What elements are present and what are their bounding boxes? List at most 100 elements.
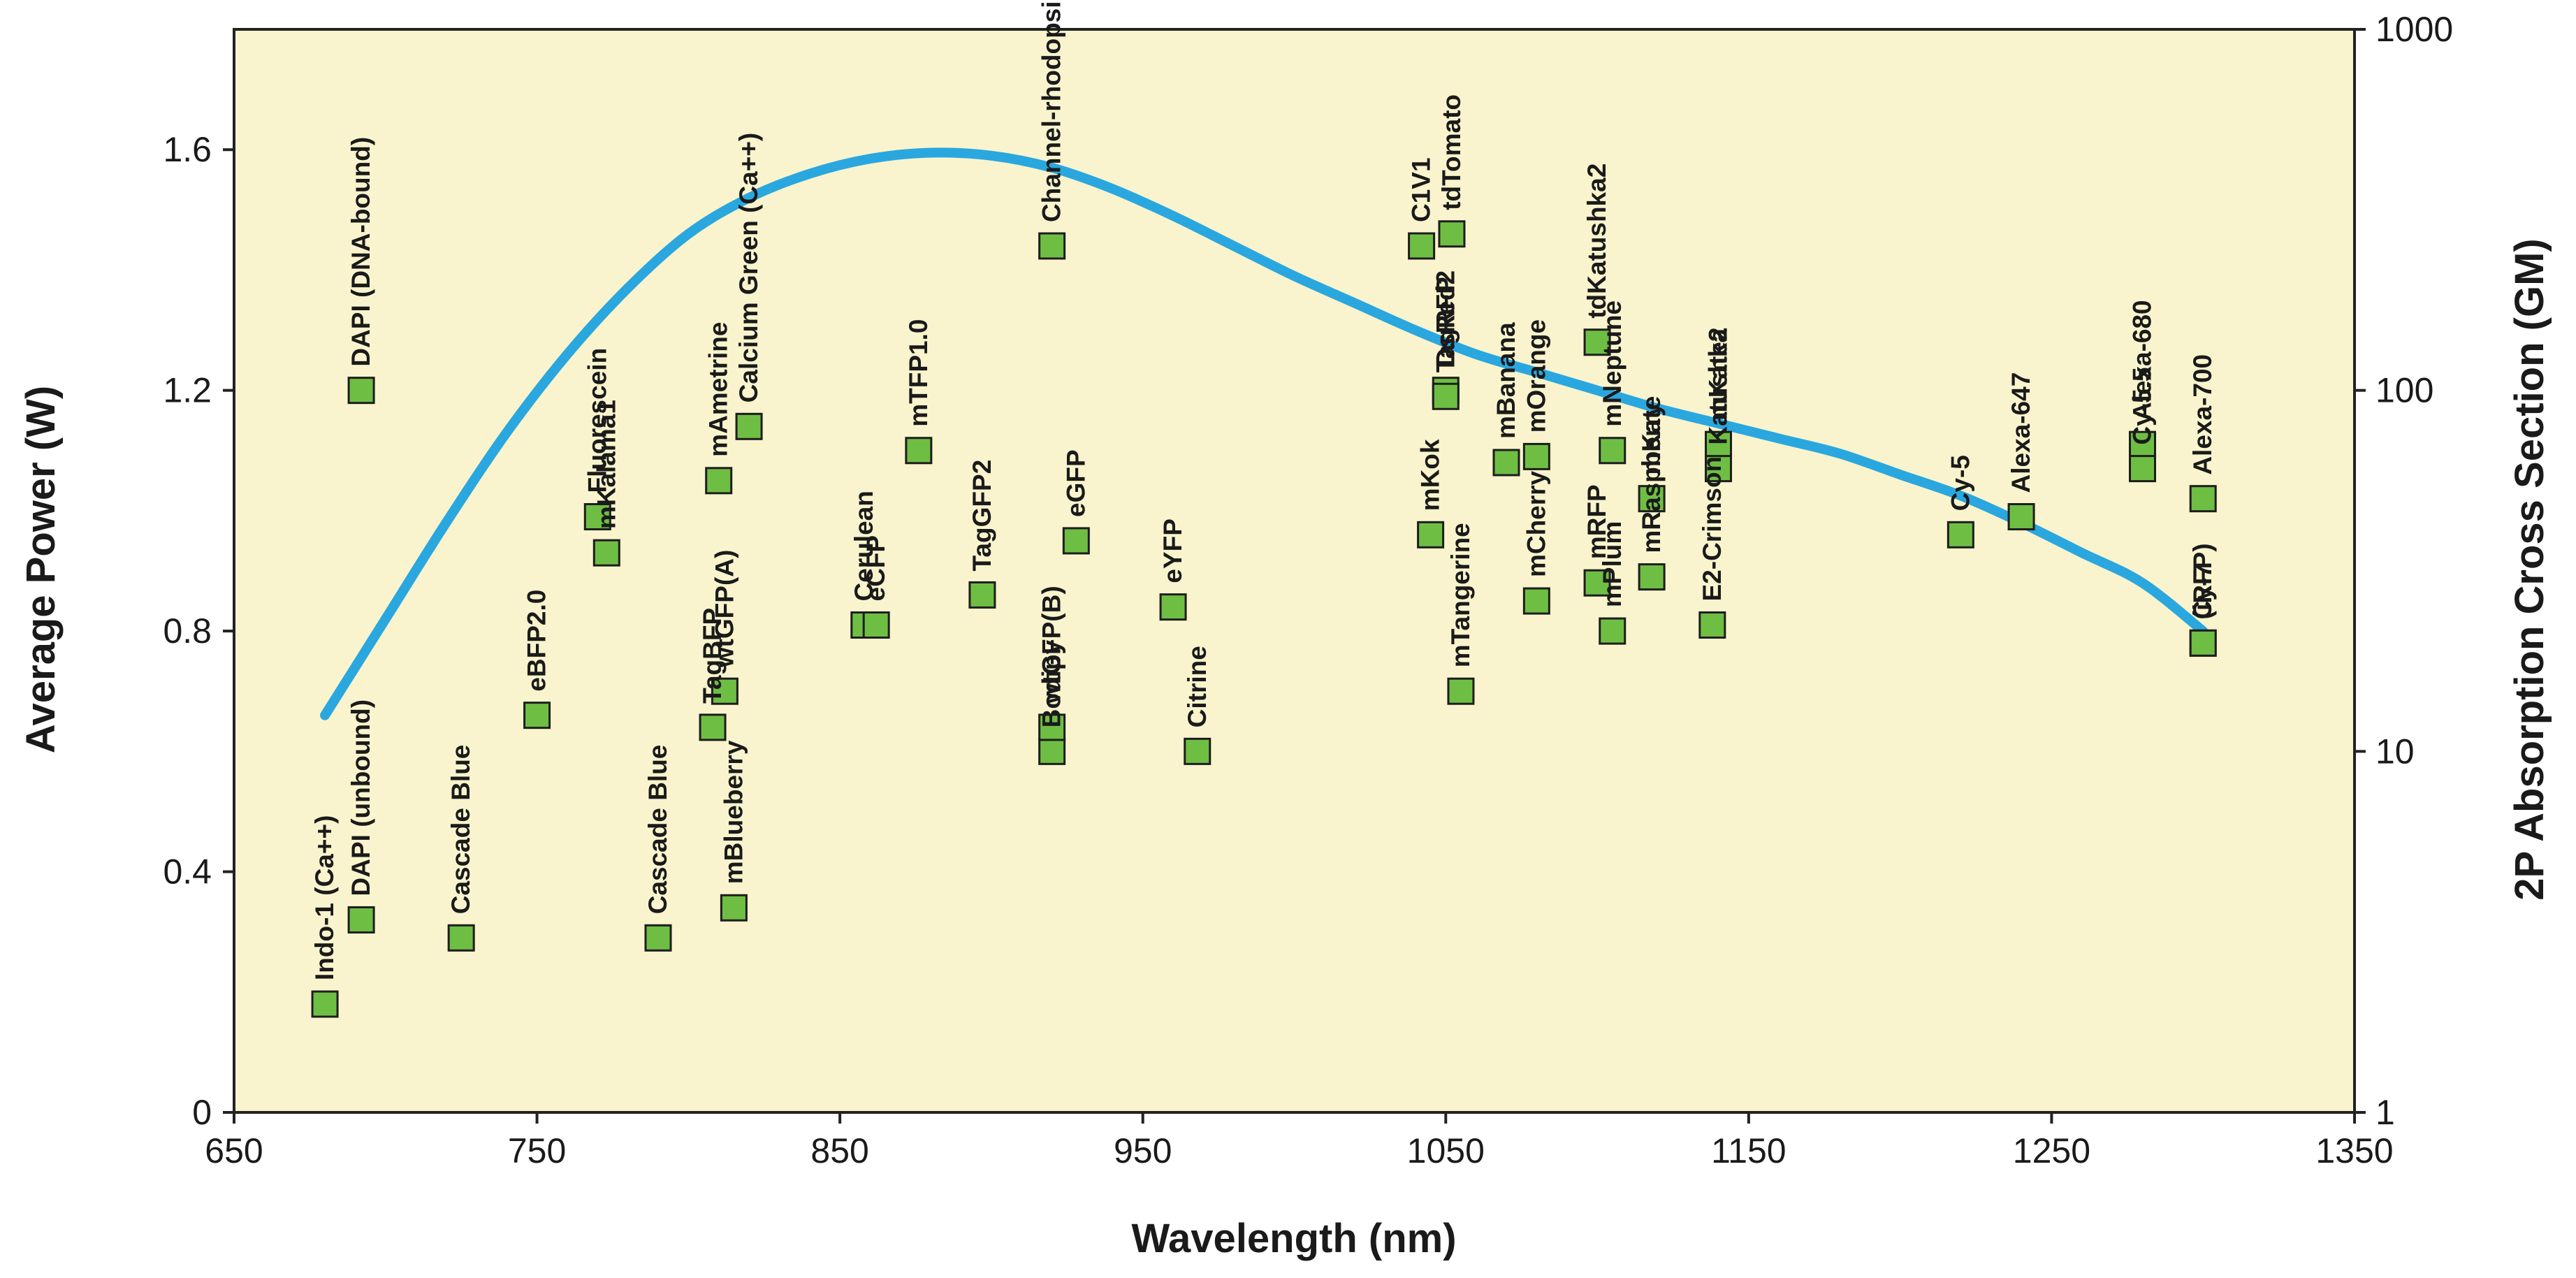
- data-label: Cy-5.5: [2128, 368, 2157, 445]
- data-label: DAPI (unbound): [347, 699, 375, 896]
- data-point: [1522, 442, 1550, 470]
- data-label: mBanana: [1492, 322, 1520, 439]
- data-label: mRaspberry: [1637, 402, 1666, 553]
- x-tick-label: 650: [205, 1131, 263, 1170]
- data-label: Bodipy: [1038, 640, 1066, 728]
- y-right-tick-label: 1: [2375, 1093, 2395, 1132]
- data-point: [1038, 232, 1066, 260]
- data-point: [1062, 527, 1090, 555]
- data-point: [347, 906, 375, 934]
- data-point: [1638, 563, 1666, 591]
- y-tick-label: 0.4: [163, 852, 212, 892]
- data-label: mPlum: [1598, 521, 1627, 607]
- data-point: [720, 894, 748, 922]
- data-label: mRFP: [1582, 484, 1611, 559]
- data-point: [2007, 503, 2035, 530]
- data-label: Alexa-647: [2007, 372, 2035, 493]
- data-label: Cerulean: [850, 491, 878, 601]
- data-point: [583, 503, 611, 530]
- data-point: [1492, 449, 1520, 477]
- data-label: Katushka: [1704, 328, 1733, 445]
- y-right-tick-label: 100: [2375, 371, 2433, 410]
- x-tick-label: 750: [508, 1131, 566, 1170]
- data-label: mAmetrine: [704, 322, 733, 457]
- data-point: [1184, 737, 1211, 765]
- data-point: [735, 412, 763, 440]
- data-label: DAPI (DNA-bound): [347, 137, 375, 367]
- power-curve: [320, 147, 2208, 720]
- data-label: eGFP: [1061, 449, 1090, 517]
- data-label: Cy-7: [2188, 563, 2217, 619]
- data-point: [1438, 220, 1466, 248]
- data-point: [523, 702, 551, 729]
- data-point: [2189, 485, 2217, 513]
- data-point: [311, 990, 339, 1018]
- data-point: [1038, 737, 1066, 765]
- x-axis-title: Wavelength (nm): [1131, 1216, 1456, 1261]
- data-markers: [311, 220, 2217, 1018]
- y-tick-label: 1.6: [163, 130, 212, 169]
- data-label: mNeptune: [1598, 300, 1627, 427]
- data-label: Alexa-680: [2128, 300, 2157, 421]
- y-right-tick-label: 10: [2375, 732, 2415, 771]
- data-label: Indo-1 (Ca++): [310, 815, 339, 980]
- x-tick-label: 1250: [2013, 1131, 2090, 1170]
- plot-area: [233, 28, 2356, 1114]
- y-axis-title: Average Power (W): [18, 386, 64, 753]
- data-label: tdKatushka2: [1582, 164, 1611, 319]
- data-point: [1159, 593, 1187, 621]
- y-tick-label: 1.2: [163, 371, 212, 410]
- data-point: [347, 377, 375, 405]
- y-right-tick-label: 1000: [2375, 10, 2453, 49]
- data-label: Cascade Blue: [643, 745, 672, 915]
- data-point: [447, 924, 475, 952]
- data-label: Calcium Green (Ca++): [734, 133, 763, 403]
- data-label: mBlueberry: [719, 740, 748, 884]
- data-point: [1583, 328, 1611, 356]
- data-point: [968, 581, 996, 609]
- y-tick-label: 0: [192, 1093, 212, 1132]
- data-label: mKate2: [1704, 327, 1733, 421]
- data-point: [1705, 455, 1732, 483]
- data-label: Fluorescein: [583, 348, 611, 493]
- data-point: [1583, 569, 1611, 597]
- data-point: [644, 924, 672, 952]
- x-tick-label: 1150: [1711, 1131, 1787, 1170]
- data-point: [2129, 455, 2156, 483]
- data-label: Cy-5: [1946, 455, 1974, 511]
- data-point: [1417, 521, 1445, 549]
- data-point: [1522, 587, 1550, 615]
- x-tick-label: 950: [1114, 1131, 1172, 1170]
- data-label: wtGFP(A): [710, 550, 738, 669]
- data-label: Channel-rhodopsin 2: [1038, 0, 1066, 222]
- data-label: E2-Crimson: [1698, 456, 1726, 602]
- data-label: mKalama1: [592, 400, 620, 529]
- data-label: DsRed2: [1431, 270, 1460, 367]
- data-label: Cascade Blue: [446, 745, 475, 915]
- x-tick-label: 850: [810, 1131, 868, 1170]
- data-point: [1638, 485, 1666, 513]
- data-label: (iRFP): [2188, 543, 2217, 619]
- data-label: wtGFP(B): [1038, 586, 1066, 704]
- data-label: mCherry: [1522, 470, 1550, 577]
- data-label: mOrange: [1522, 319, 1550, 433]
- data-point: [1447, 677, 1475, 705]
- data-point: [705, 467, 733, 495]
- data-label: mTangerine: [1446, 523, 1475, 667]
- data-label: C1V1: [1407, 157, 1436, 222]
- data-point: [2129, 430, 2156, 458]
- data-point: [1408, 232, 1436, 260]
- data-point: [1432, 382, 1460, 410]
- data-point: [1599, 437, 1627, 465]
- data-label: TagGFP2: [968, 460, 996, 572]
- data-label: TagRFP: [1431, 277, 1460, 372]
- data-label: mKok: [1416, 439, 1445, 511]
- data-label: eCFP: [861, 535, 890, 602]
- data-point: [2189, 629, 2217, 657]
- data-point: [711, 677, 738, 705]
- data-point: [1698, 611, 1726, 639]
- data-point: [592, 539, 620, 567]
- data-point: [1946, 521, 1974, 549]
- data-label: eYFP: [1158, 518, 1187, 583]
